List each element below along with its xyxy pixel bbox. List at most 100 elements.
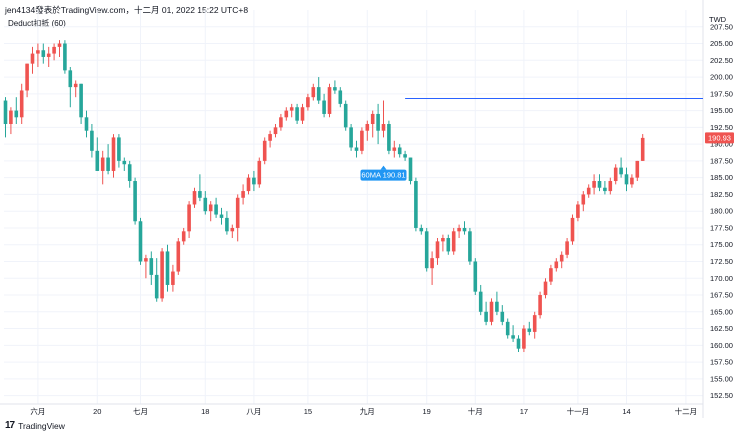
candle-body (203, 197, 208, 212)
candle (322, 93, 326, 118)
candle-body (300, 107, 305, 121)
time-tick-label: 14 (622, 407, 630, 416)
tradingview-footer: 17 TradingView (5, 420, 65, 431)
candle-body (127, 164, 132, 182)
candle-body (559, 254, 564, 262)
candle (46, 46, 51, 68)
candle (613, 164, 618, 185)
candle-body (230, 227, 235, 232)
candle (624, 167, 629, 192)
candle (181, 227, 186, 245)
price-tick-label: 177.50 (710, 223, 733, 232)
candle-body (603, 187, 607, 192)
candle-body (338, 90, 343, 104)
candle (511, 325, 515, 342)
price-tick-label: 187.50 (710, 156, 733, 165)
candle-body (424, 231, 429, 269)
candle-body (165, 251, 170, 285)
candle (565, 238, 569, 259)
candle-body (41, 50, 46, 57)
candle (619, 157, 623, 178)
candle (19, 83, 24, 125)
candle (570, 214, 575, 245)
candle (187, 201, 191, 239)
candle (522, 325, 526, 353)
candle (354, 140, 359, 158)
candle (365, 120, 370, 141)
candle (171, 264, 175, 292)
time-tick-label: 九月 (360, 407, 375, 416)
candle (576, 201, 580, 222)
candle (635, 160, 640, 182)
candle-body (624, 174, 629, 185)
candle (144, 254, 148, 279)
candle-body (241, 191, 245, 198)
candle-body (306, 97, 310, 108)
candle-body (279, 117, 283, 128)
candle (262, 137, 267, 165)
candle-body (149, 258, 154, 275)
price-tick-label: 152.50 (710, 391, 733, 400)
price-tick-label: 175.00 (710, 240, 733, 249)
candle (333, 80, 337, 94)
candle (462, 221, 467, 235)
candle-body (532, 315, 537, 332)
candle (538, 291, 542, 319)
candle-body (630, 177, 634, 185)
candle-body (144, 258, 148, 262)
candle-body (376, 113, 380, 131)
candle (57, 40, 62, 57)
candle (387, 120, 391, 155)
candle-body (516, 338, 521, 349)
candle-body (478, 291, 483, 312)
candle-body (495, 301, 499, 312)
candle-body (592, 181, 596, 188)
candle-body (79, 83, 83, 118)
candle (381, 100, 386, 138)
candle (176, 238, 181, 275)
candle-body (397, 147, 402, 155)
candle-body (160, 251, 164, 299)
candle-body (284, 110, 289, 118)
indicator-label[interactable]: Deduct扣抵 (60) (8, 19, 66, 28)
candle-body (462, 227, 467, 232)
candle (219, 207, 224, 225)
candle-body (392, 147, 397, 151)
candle-body (468, 231, 472, 262)
candle-body (576, 204, 580, 218)
candle-body (100, 157, 105, 171)
candle (360, 127, 364, 155)
candle-body (14, 110, 19, 118)
candle (430, 251, 434, 285)
price-tick-label: 190.00 (710, 140, 733, 149)
candle-body (30, 53, 35, 64)
candle-body (365, 124, 370, 131)
candle-body (181, 231, 186, 242)
candle-body (52, 46, 56, 54)
price-tick-label: 195.00 (710, 106, 733, 115)
candle-body (635, 160, 640, 178)
candle (36, 43, 40, 68)
candle-body (473, 261, 478, 292)
price-tick-label: 162.50 (710, 324, 733, 333)
candle (230, 224, 235, 239)
candle (441, 234, 445, 252)
ma-label-pointer (380, 165, 387, 170)
candle (30, 46, 35, 74)
candle (592, 174, 596, 195)
candle-body (19, 90, 24, 118)
candle (122, 157, 127, 171)
candle (295, 103, 299, 125)
price-tick-label: 170.00 (710, 274, 733, 283)
candle-body (608, 181, 613, 192)
candle (424, 227, 429, 272)
candle-body (414, 181, 418, 228)
price-tick-label: 185.00 (710, 173, 733, 182)
candle (192, 187, 197, 208)
price-tick-label: 205.00 (710, 39, 733, 48)
candle (392, 140, 397, 158)
candle (52, 43, 56, 61)
candle (106, 144, 110, 175)
candle (154, 258, 159, 302)
